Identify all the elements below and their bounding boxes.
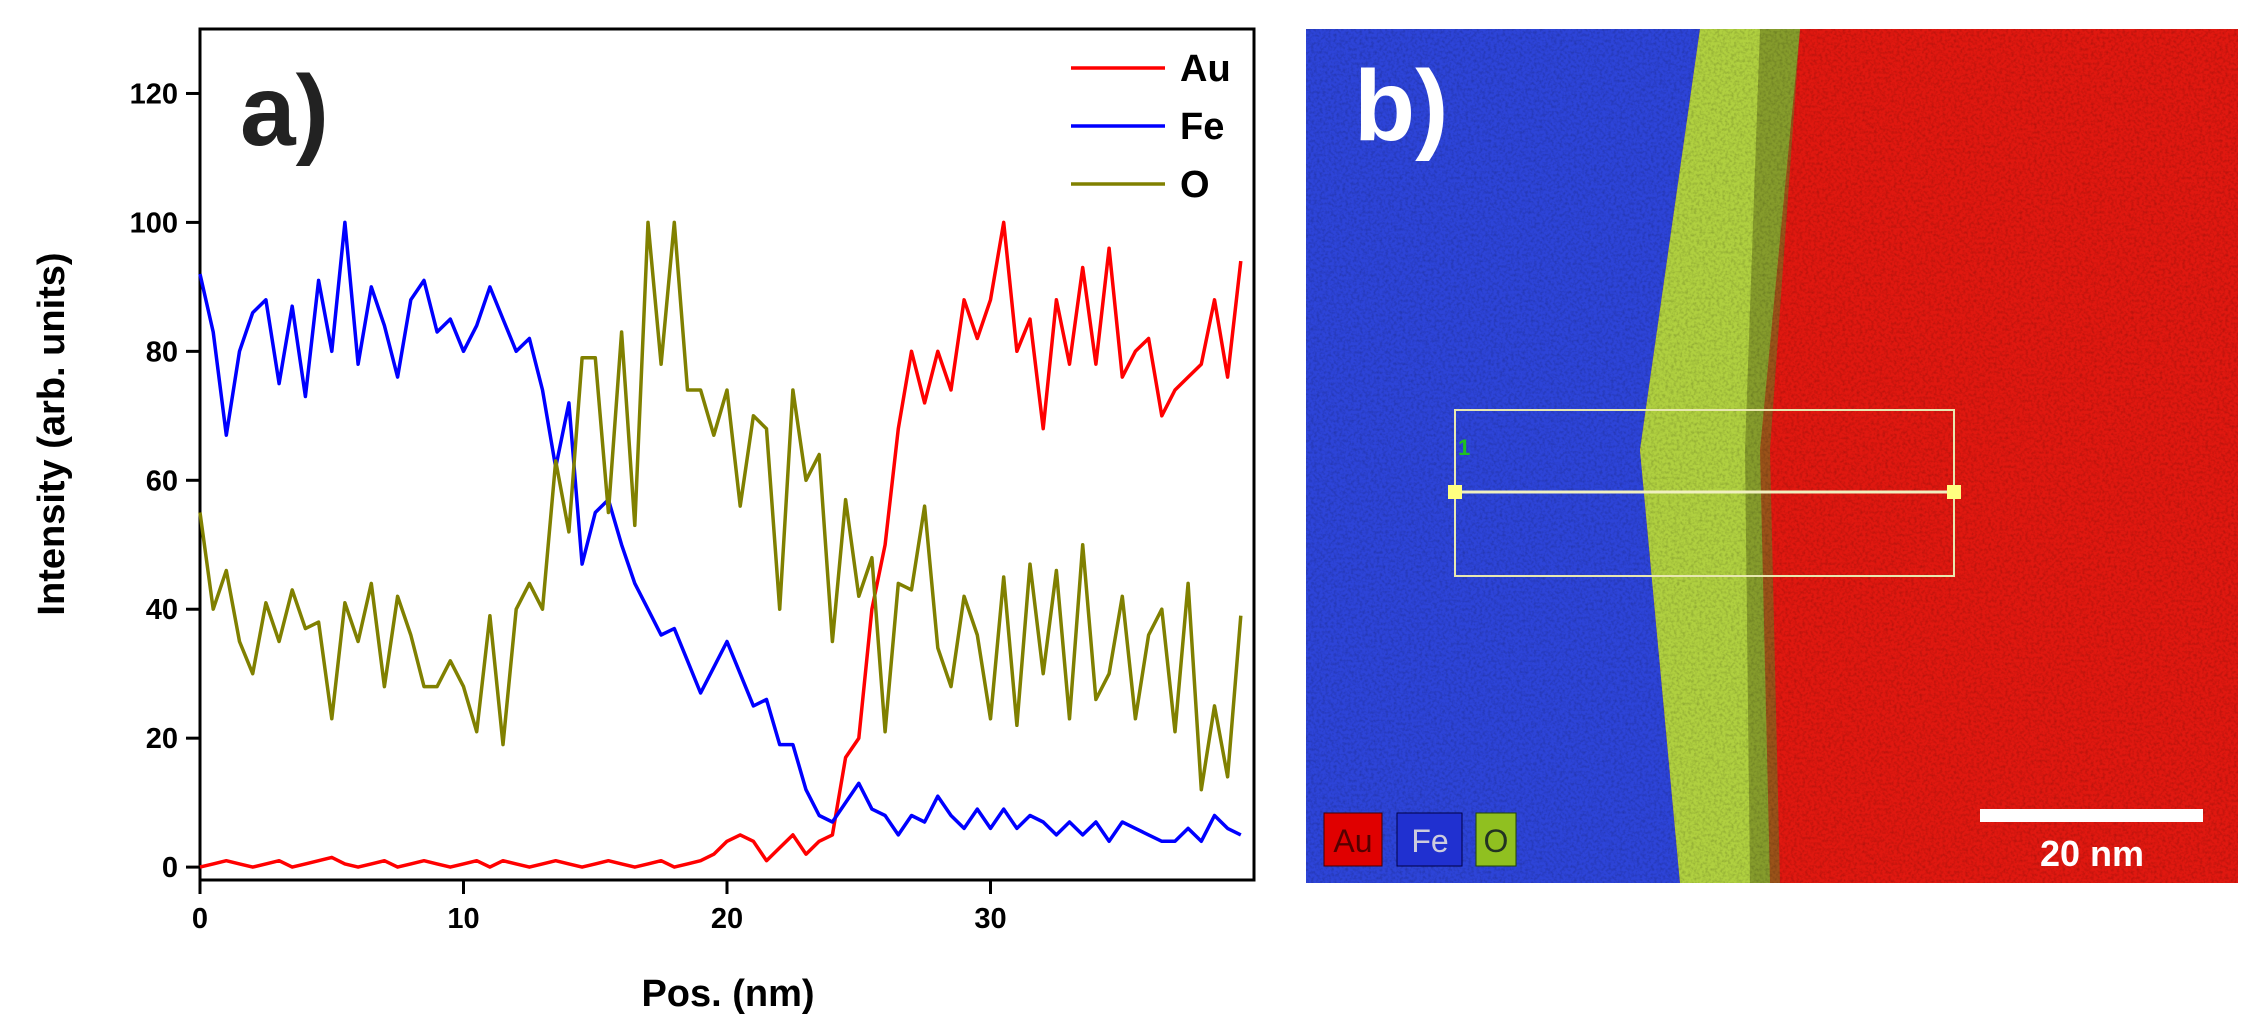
y-tick-label: 40 xyxy=(146,594,178,626)
legend-label: O xyxy=(1180,164,1210,206)
legend-label: Au xyxy=(1333,823,1372,859)
x-axis-label: Pos. (nm) xyxy=(641,973,814,1015)
roi-label: 1 xyxy=(1458,435,1470,460)
legend-swatch-au xyxy=(1323,812,1383,867)
x-tick-label: 0 xyxy=(192,903,208,935)
y-tick-label: 100 xyxy=(130,207,178,239)
legend-label: Au xyxy=(1180,48,1231,90)
panel-label: b) xyxy=(1354,50,1448,162)
y-tick-label: 0 xyxy=(162,852,178,884)
y-tick-label: 120 xyxy=(130,78,178,110)
y-tick-label: 80 xyxy=(146,336,178,368)
y-axis-label: Intensity (arb. units) xyxy=(31,252,73,615)
y-tick-label: 20 xyxy=(146,723,178,755)
series-line xyxy=(199,220,1243,869)
panel-label: a) xyxy=(240,55,329,167)
profile-end xyxy=(1448,485,1462,499)
x-tick-label: 20 xyxy=(711,903,743,935)
legend-label: Fe xyxy=(1180,106,1224,148)
series-line xyxy=(198,220,1242,844)
legend-label: O xyxy=(1484,823,1509,859)
map-texture xyxy=(1306,29,2238,883)
legend-label: Fe xyxy=(1411,823,1448,859)
x-tick-label: 10 xyxy=(447,903,479,935)
eds-map: 1 b) Au Fe O 20 nm xyxy=(1306,29,2238,883)
scale-bar xyxy=(1980,809,2203,822)
scale-bar-label: 20 nm xyxy=(2040,833,2144,874)
series-line xyxy=(198,220,1243,792)
plot-frame xyxy=(198,27,1256,882)
x-tick-label: 30 xyxy=(974,903,1006,935)
y-tick-label: 60 xyxy=(146,465,178,497)
legend-swatch-fe xyxy=(1396,812,1463,867)
legend-swatch-o xyxy=(1475,812,1517,867)
profile-end xyxy=(1947,485,1961,499)
